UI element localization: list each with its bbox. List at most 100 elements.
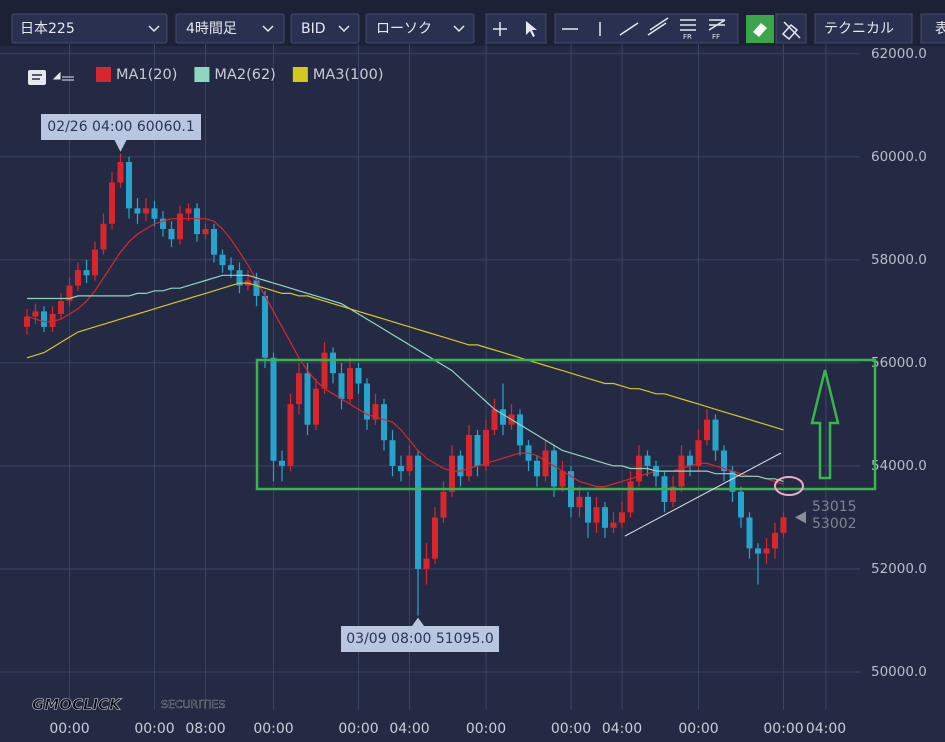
candle-body <box>780 517 787 533</box>
up-arrow <box>810 369 840 480</box>
candle-body <box>304 373 311 425</box>
x-tick-label: 00:00 <box>678 721 718 737</box>
legend-icon[interactable] <box>28 70 46 85</box>
y-tick-label: 54000.0 <box>871 458 927 474</box>
chart-style-dropdown[interactable] <box>365 13 475 44</box>
logo-brand: GMOCLICK <box>32 696 122 714</box>
ma-line <box>27 274 784 482</box>
legend-swatch <box>194 67 210 82</box>
legend-label: MA1(20) <box>116 67 177 83</box>
candle-body <box>58 301 64 314</box>
x-tick-label: 08:00 <box>185 721 225 737</box>
y-tick-label: 52000.0 <box>871 561 927 577</box>
drawing-tools: FR FF <box>485 13 807 44</box>
candle-body <box>100 223 107 250</box>
candle-body <box>517 414 523 446</box>
legend-swatch <box>96 67 111 82</box>
candle-body <box>559 471 566 487</box>
user-drawings <box>255 358 877 537</box>
candle-body <box>253 280 260 296</box>
legend-icon-lines <box>32 74 42 80</box>
tool-group[interactable] <box>554 13 739 44</box>
y-tick-label: 62000.0 <box>871 46 927 62</box>
candle-body <box>763 548 770 554</box>
callout-text: 02/26 04:00 60060.1 <box>47 119 195 135</box>
candle-body <box>41 311 47 327</box>
legend-toggle[interactable] <box>52 71 74 81</box>
candle-body <box>117 161 124 183</box>
x-tick-label: 00:00 <box>466 721 506 737</box>
candle-body <box>92 249 98 276</box>
chevron <box>338 25 350 33</box>
candle-body <box>32 311 39 317</box>
x-tick-label: 00:00 <box>551 721 591 737</box>
candle-body <box>219 254 226 266</box>
candle-body <box>772 532 778 549</box>
candle-body <box>729 471 736 492</box>
candle-body <box>185 208 192 214</box>
candle-body <box>755 548 761 554</box>
candle-body <box>75 270 81 286</box>
icon-text: FF <box>712 33 720 41</box>
candle-body <box>551 450 557 487</box>
candle-body <box>168 228 175 240</box>
candle-body <box>712 419 719 451</box>
candle-body <box>228 265 234 271</box>
technical-button[interactable] <box>814 13 913 44</box>
legend-label: MA3(100) <box>313 67 384 83</box>
price-label: 53002 <box>812 516 857 532</box>
cursor-icon <box>526 21 537 37</box>
candle-body <box>109 182 115 224</box>
interval-dropdown[interactable] <box>175 13 285 44</box>
candle-body <box>330 352 336 374</box>
candle-body <box>432 517 438 559</box>
candle-body <box>746 517 753 549</box>
candle-body <box>279 460 285 466</box>
candle-body <box>338 373 345 399</box>
table-button[interactable] <box>920 13 945 44</box>
candle-body <box>466 435 472 477</box>
candle-body <box>372 404 379 420</box>
line-tools-icons <box>562 17 726 36</box>
x-tick-label: 00:00 <box>253 721 293 737</box>
legend-swatch <box>292 67 308 82</box>
candle-body <box>500 409 506 425</box>
symbol-dropdown[interactable] <box>11 13 168 44</box>
x-tick-label: 04:00 <box>806 721 846 737</box>
callout-text: 03/09 08:00 51095.0 <box>346 631 494 647</box>
candle-body <box>704 419 710 441</box>
highlight-circle <box>774 476 804 496</box>
candle-body <box>670 486 676 503</box>
last-price-marker <box>795 511 806 524</box>
price-label: 53015 <box>812 499 857 515</box>
range-box <box>255 358 877 491</box>
candle-body <box>491 409 498 430</box>
plot: 50000.0 52000.0 54000.0 56000.0 58000.0 60000… <box>0 44 927 737</box>
interval-label: 4時間足 <box>186 21 237 37</box>
candle-body <box>406 455 413 472</box>
candle-body <box>389 440 396 466</box>
y-tick-label: 58000.0 <box>871 252 927 268</box>
candle-body <box>24 316 30 327</box>
callout-box <box>341 626 499 652</box>
callout-tip <box>412 617 424 626</box>
callout-tip <box>114 140 127 152</box>
candle-body <box>313 388 319 425</box>
candle-body <box>151 208 158 219</box>
price-type-label: BID <box>301 21 326 37</box>
candle-body <box>644 455 651 466</box>
candle-body <box>534 460 540 477</box>
candle-body <box>270 357 277 461</box>
x-tick-label: 04:00 <box>602 721 642 737</box>
candle-body <box>347 368 353 399</box>
candle-body <box>440 491 447 518</box>
candle-body <box>236 270 243 286</box>
candle-body <box>687 455 693 466</box>
candle-body <box>211 228 217 255</box>
candle-body <box>355 368 362 384</box>
candle-body <box>66 285 73 302</box>
legend-label: MA2(62) <box>214 67 275 83</box>
price-type-dropdown[interactable] <box>290 13 360 44</box>
x-tick-label: 00:00 <box>763 721 803 737</box>
